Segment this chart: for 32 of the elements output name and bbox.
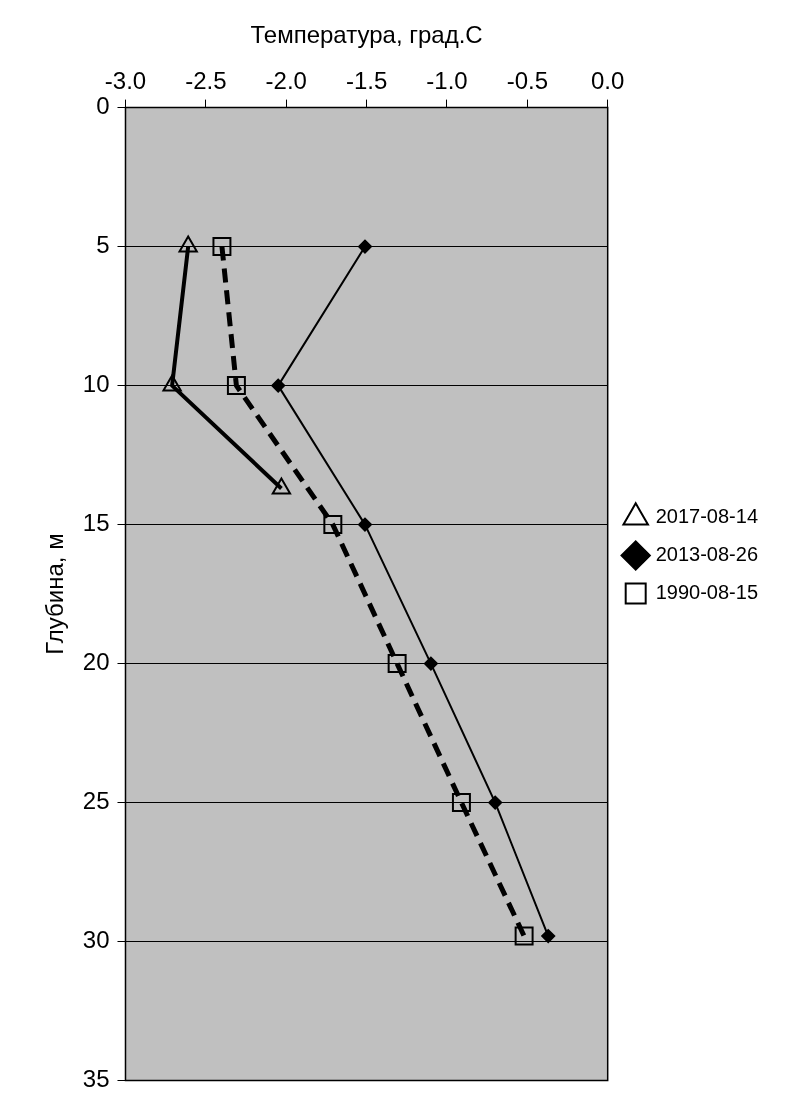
point xyxy=(357,239,372,254)
point xyxy=(212,237,232,257)
legend-label: 2013-08-26 xyxy=(655,543,759,566)
y-tick-label: 25 xyxy=(82,787,110,815)
x-tick-label: -0.5 xyxy=(506,66,549,94)
point xyxy=(541,929,556,944)
x-tick-label: -3.0 xyxy=(104,66,147,94)
x-axis-title: Температура, град.С xyxy=(250,21,483,49)
y-tick-label: 35 xyxy=(82,1065,110,1093)
y-axis-title: Глубина, м xyxy=(41,533,69,655)
point xyxy=(387,654,407,674)
point xyxy=(323,515,343,535)
legend-label: 1990-08-15 xyxy=(655,581,759,604)
point xyxy=(357,517,372,532)
y-tick-label: 0 xyxy=(96,92,110,120)
y-tick-label: 20 xyxy=(82,648,110,676)
point xyxy=(271,378,286,393)
x-tick-label: -2.5 xyxy=(185,66,227,94)
y-tick-label: 5 xyxy=(96,231,110,259)
x-tick-label: 0.0 xyxy=(591,66,625,94)
point xyxy=(451,793,471,813)
point xyxy=(226,376,246,396)
x-tick-label: -1.0 xyxy=(426,66,468,94)
point xyxy=(423,656,438,671)
legend-label: 2017-08-14 xyxy=(655,505,759,528)
x-tick-label: -2.0 xyxy=(265,66,307,94)
point xyxy=(514,926,534,946)
x-tick-label: -1.5 xyxy=(345,66,388,94)
y-tick-label: 30 xyxy=(82,926,110,954)
y-tick-label: 10 xyxy=(82,370,110,398)
point xyxy=(488,795,503,810)
y-tick-label: 15 xyxy=(82,509,110,537)
